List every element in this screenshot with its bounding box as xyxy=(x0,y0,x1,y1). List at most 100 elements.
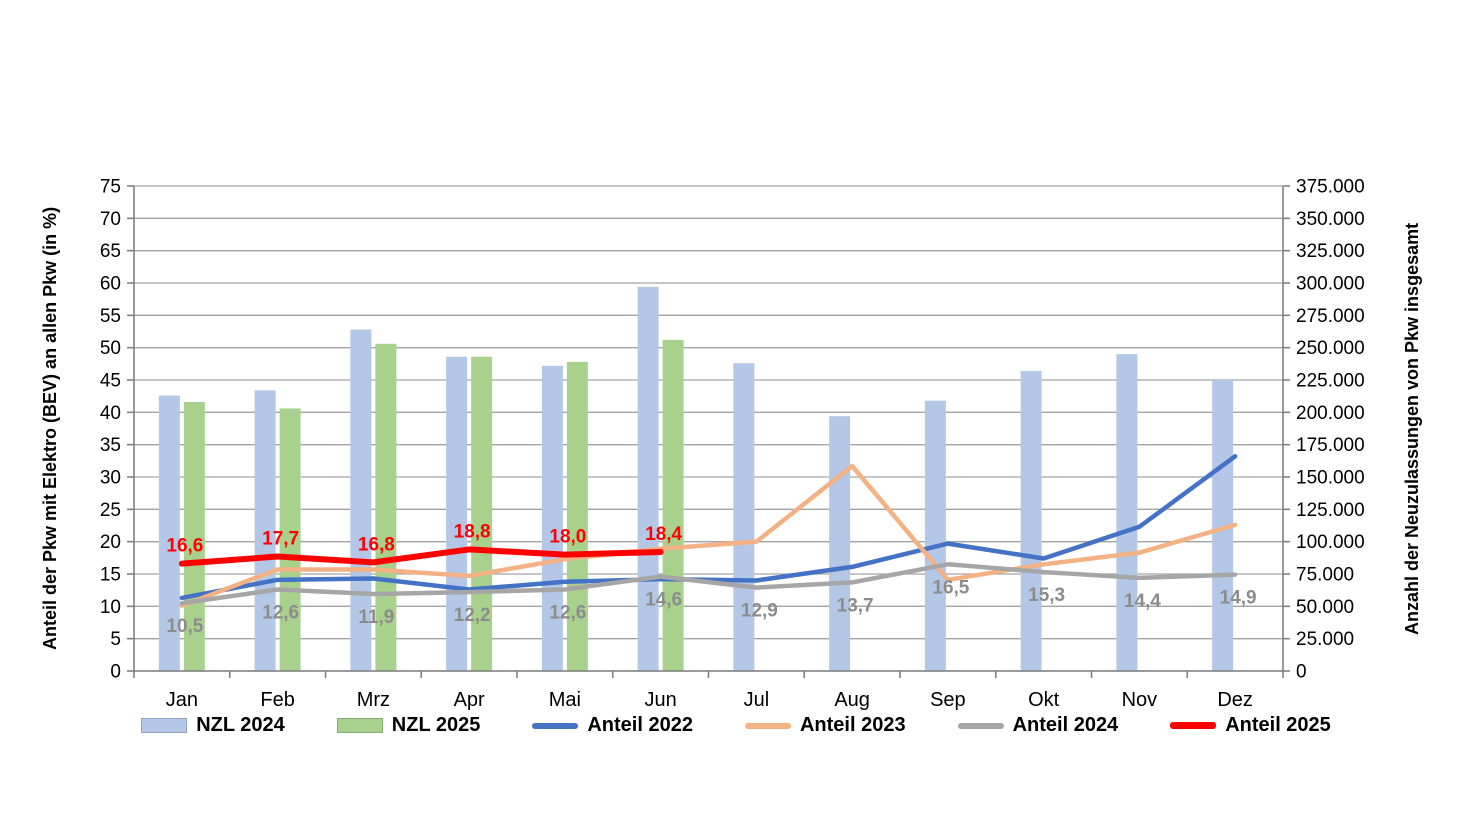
x-label-jul: Jul xyxy=(744,689,770,711)
label-anteil-2025-mrz: 16,8 xyxy=(358,534,395,555)
y-label-left-15: 15 xyxy=(100,565,121,586)
chart-legend: NZL 2024 NZL 2025 Anteil 2022 Anteil 2023 An… xyxy=(0,714,1472,737)
bev-registrations-chart: 0 5 10 15 20 25 30 35 40 45 50 55 60 65 70 75 0 25.000 50.… xyxy=(100,177,1365,712)
x-label-aug: Aug xyxy=(834,689,870,711)
label-anteil-2024-jun: 14,6 xyxy=(645,590,682,611)
label-anteil-2024-sep: 16,5 xyxy=(932,577,969,598)
legend-swatch xyxy=(957,722,1004,729)
x-label-jun: Jun xyxy=(645,689,677,711)
legend-swatch xyxy=(1170,722,1217,729)
y-label-left-70: 70 xyxy=(100,209,121,230)
legend-label: NZL 2025 xyxy=(391,714,481,736)
y-label-left-10: 10 xyxy=(100,597,121,618)
y-label-left-5: 5 xyxy=(110,629,121,650)
legend-item-nzl-2025: NZL 2025 xyxy=(336,714,481,737)
legend-label: Anteil 2025 xyxy=(1225,714,1331,736)
y-label-left-65: 65 xyxy=(100,241,121,262)
legend-swatch xyxy=(532,722,579,729)
y-label-left-0: 0 xyxy=(110,662,121,683)
x-label-apr: Apr xyxy=(454,689,485,711)
label-anteil-2024-mai: 12,6 xyxy=(549,603,586,624)
y-label-left-40: 40 xyxy=(100,403,121,424)
y-label-right-0: 0 xyxy=(1296,662,1307,683)
y-label-left-25: 25 xyxy=(100,500,121,521)
bar-nzl-2024-okt xyxy=(1020,370,1042,671)
label-anteil-2024-nov: 14,4 xyxy=(1124,591,1161,612)
legend-swatch xyxy=(744,722,791,729)
bar-nzl-2024-jul xyxy=(733,363,755,671)
legend-item-anteil-2022: Anteil 2022 xyxy=(532,714,693,737)
bar-nzl-2024-mrz xyxy=(350,329,372,671)
line-anteil-2025 xyxy=(178,546,664,567)
x-label-nov: Nov xyxy=(1122,689,1158,711)
bar-nzl-2024-aug xyxy=(829,416,851,671)
y-label-left-45: 45 xyxy=(100,371,121,392)
y-label-right-8: 200.000 xyxy=(1296,403,1365,424)
legend-item-anteil-2025: Anteil 2025 xyxy=(1170,714,1331,737)
label-anteil-2025-apr: 18,8 xyxy=(454,521,491,542)
label-anteil-2025-feb: 17,7 xyxy=(262,529,299,550)
y-label-left-20: 20 xyxy=(100,532,121,553)
x-label-feb: Feb xyxy=(260,689,294,711)
y-label-right-10: 250.000 xyxy=(1296,338,1365,359)
y-label-left-50: 50 xyxy=(100,338,121,359)
x-label-mrz: Mrz xyxy=(357,689,390,711)
y-label-left-55: 55 xyxy=(100,306,121,327)
label-anteil-2024-okt: 15,3 xyxy=(1028,585,1065,606)
bar-nzl-2024-sep xyxy=(924,400,946,671)
label-anteil-2024-jan: 10,5 xyxy=(166,616,203,637)
legend-label: NZL 2024 xyxy=(196,714,285,736)
legend-label: Anteil 2024 xyxy=(1012,714,1119,736)
legend-swatch xyxy=(141,718,188,733)
y-label-right-4: 100.000 xyxy=(1296,532,1365,553)
label-anteil-2025-jan: 16,6 xyxy=(166,536,203,557)
y-label-right-14: 350.000 xyxy=(1296,209,1365,230)
y-label-right-13: 325.000 xyxy=(1296,241,1365,262)
x-label-jan: Jan xyxy=(166,689,198,711)
x-label-okt: Okt xyxy=(1028,689,1060,711)
y-label-right-15: 375.000 xyxy=(1296,177,1365,198)
line-anteil-2024 xyxy=(179,562,1238,606)
right-axis-title: Anzahl der Neuzulassungen von Pkw insges… xyxy=(1402,222,1422,635)
x-label-sep: Sep xyxy=(930,689,966,711)
label-anteil-2024-apr: 12,2 xyxy=(454,605,491,626)
label-anteil-2024-aug: 13,7 xyxy=(837,595,874,616)
bar-nzl-2025-mrz xyxy=(375,343,397,671)
bar-nzl-2024-feb xyxy=(254,390,276,671)
y-label-left-30: 30 xyxy=(100,468,121,489)
legend-item-anteil-2023: Anteil 2023 xyxy=(744,714,906,737)
legend-swatch xyxy=(336,718,383,733)
legend-item-anteil-2024: Anteil 2024 xyxy=(957,714,1119,737)
left-axis-title: Anteil der Pkw mit Elektro (BEV) an alle… xyxy=(40,206,60,651)
y-label-left-75: 75 xyxy=(100,177,121,198)
label-anteil-2024-mrz: 11,9 xyxy=(358,607,394,628)
y-label-right-5: 125.000 xyxy=(1296,500,1365,521)
label-anteil-2024-dez: 14,9 xyxy=(1220,588,1257,609)
bar-nzl-2024-mai xyxy=(541,365,563,671)
bar-nzl-2025-mai xyxy=(566,361,588,671)
y-label-right-9: 225.000 xyxy=(1296,371,1365,392)
y-label-right-3: 75.000 xyxy=(1296,565,1354,586)
y-label-left-35: 35 xyxy=(100,435,121,456)
x-label-dez: Dez xyxy=(1217,689,1253,711)
y-label-right-11: 275.000 xyxy=(1296,306,1365,327)
bar-nzl-2025-jun xyxy=(662,339,684,671)
y-label-right-2: 50.000 xyxy=(1296,597,1354,618)
y-label-right-7: 175.000 xyxy=(1296,435,1365,456)
y-label-left-60: 60 xyxy=(100,274,121,295)
label-anteil-2025-jun: 18,4 xyxy=(645,524,682,545)
bar-nzl-2024-dez xyxy=(1212,380,1234,671)
label-anteil-2024-jul: 12,9 xyxy=(741,601,778,622)
label-anteil-2025-mai: 18,0 xyxy=(549,527,586,548)
label-anteil-2024-feb: 12,6 xyxy=(262,603,299,624)
bar-nzl-2024-jan xyxy=(158,395,180,671)
y-label-right-6: 150.000 xyxy=(1296,468,1365,489)
bar-nzl-2025-feb xyxy=(279,408,301,671)
legend-item-nzl-2024: NZL 2024 xyxy=(141,714,285,737)
bar-nzl-2024-nov xyxy=(1116,354,1138,671)
legend-label: Anteil 2023 xyxy=(799,714,906,736)
y-label-right-12: 300.000 xyxy=(1296,274,1365,295)
y-label-right-1: 25.000 xyxy=(1296,629,1354,650)
legend-label: Anteil 2022 xyxy=(587,714,693,736)
